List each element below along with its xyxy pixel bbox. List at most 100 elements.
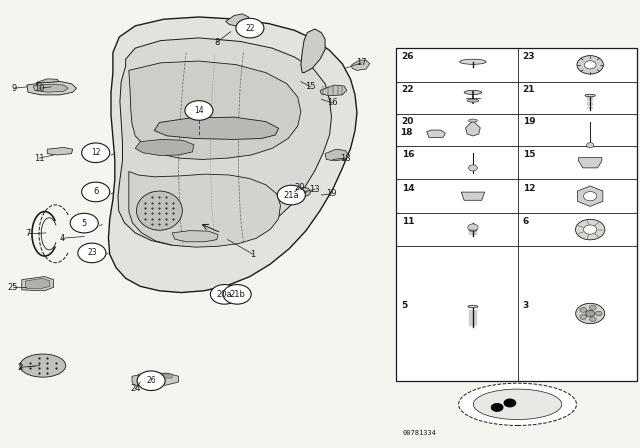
Ellipse shape [468,119,477,122]
Text: 19: 19 [326,189,337,198]
Polygon shape [33,84,68,92]
Text: 3: 3 [523,301,529,310]
Circle shape [236,18,264,38]
Circle shape [137,371,165,391]
Text: 00781334: 00781334 [403,431,437,436]
Polygon shape [172,231,218,242]
Circle shape [577,56,604,74]
Circle shape [575,220,605,240]
Circle shape [580,314,586,319]
Text: 13: 13 [310,185,320,194]
Polygon shape [132,373,179,385]
Circle shape [468,224,478,231]
Circle shape [468,165,477,171]
Text: 10: 10 [35,84,45,93]
Text: 2: 2 [19,364,22,370]
Text: 12: 12 [523,184,535,193]
Polygon shape [157,375,172,378]
Text: 12: 12 [91,148,100,157]
Ellipse shape [467,99,479,102]
Circle shape [584,192,596,201]
Ellipse shape [136,191,182,230]
Ellipse shape [464,90,482,95]
Text: 20: 20 [294,183,305,192]
Text: 17: 17 [356,58,367,67]
Polygon shape [320,85,347,96]
Text: 6: 6 [523,217,529,226]
Text: 21b: 21b [229,290,245,299]
Text: 21: 21 [523,85,535,94]
Ellipse shape [20,354,66,377]
Text: 22: 22 [245,24,255,33]
Circle shape [185,101,213,120]
Text: 20: 20 [401,117,414,126]
Ellipse shape [474,389,562,419]
Circle shape [78,243,106,263]
Circle shape [586,142,594,148]
Polygon shape [36,79,59,82]
Text: 5: 5 [401,301,408,310]
Text: 16: 16 [328,99,338,108]
Circle shape [584,225,596,234]
Text: 5: 5 [82,219,87,228]
Polygon shape [47,147,73,155]
Circle shape [223,284,251,304]
Text: 23: 23 [523,52,535,61]
Circle shape [580,308,586,312]
Text: 2: 2 [18,363,23,372]
Polygon shape [226,14,248,26]
Polygon shape [129,61,301,159]
Text: 6: 6 [93,187,99,196]
Circle shape [82,182,109,202]
Circle shape [211,284,239,304]
Text: 9: 9 [12,84,17,93]
Polygon shape [352,60,370,70]
Text: 18: 18 [340,154,351,163]
Text: 24: 24 [130,384,140,393]
Circle shape [277,185,305,205]
Text: 11: 11 [35,154,45,163]
Polygon shape [22,276,54,291]
Circle shape [491,403,504,412]
Text: 14: 14 [401,184,414,193]
Text: 26: 26 [401,52,414,61]
Text: 11: 11 [401,217,414,226]
Text: 15: 15 [305,82,316,91]
Circle shape [586,310,595,317]
Text: 16: 16 [401,150,414,159]
Circle shape [70,213,99,233]
Polygon shape [579,158,602,168]
Circle shape [575,303,605,323]
Polygon shape [427,130,445,138]
Circle shape [82,143,109,163]
Ellipse shape [460,59,486,65]
Polygon shape [26,278,50,289]
Circle shape [298,188,310,196]
Circle shape [589,306,596,310]
Text: 15: 15 [523,150,535,159]
Text: 19: 19 [523,117,535,126]
Text: 1: 1 [250,250,256,259]
Text: 8: 8 [214,38,220,47]
Polygon shape [301,29,325,73]
Polygon shape [118,38,332,246]
Bar [396,48,637,381]
Text: 26: 26 [147,376,156,385]
Text: 25: 25 [8,283,18,292]
Polygon shape [154,117,278,139]
Polygon shape [577,186,603,207]
Text: 7: 7 [26,229,31,238]
Ellipse shape [468,305,478,308]
Text: 20a: 20a [216,290,232,299]
Polygon shape [27,82,77,95]
Circle shape [584,61,596,69]
Text: 23: 23 [87,249,97,258]
Text: 4: 4 [60,234,65,243]
Circle shape [589,317,596,322]
Circle shape [504,399,516,407]
Polygon shape [466,121,480,136]
Ellipse shape [585,94,595,97]
Text: 18: 18 [399,128,412,137]
Text: 21a: 21a [284,190,299,199]
Polygon shape [108,17,357,293]
